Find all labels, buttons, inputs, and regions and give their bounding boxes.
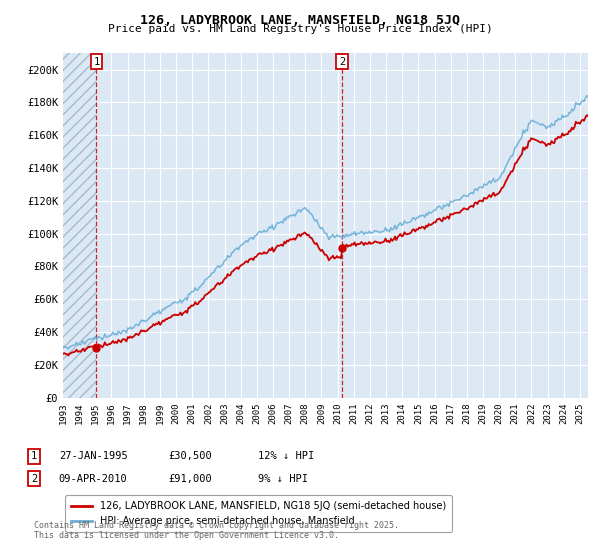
Legend: 126, LADYBROOK LANE, MANSFIELD, NG18 5JQ (semi-detached house), HPI: Average pri: 126, LADYBROOK LANE, MANSFIELD, NG18 5JQ… — [65, 496, 452, 532]
Text: 9% ↓ HPI: 9% ↓ HPI — [258, 474, 308, 484]
Text: £91,000: £91,000 — [168, 474, 212, 484]
Text: Contains HM Land Registry data © Crown copyright and database right 2025.
This d: Contains HM Land Registry data © Crown c… — [34, 521, 399, 540]
Text: 27-JAN-1995: 27-JAN-1995 — [59, 451, 128, 461]
Text: Price paid vs. HM Land Registry's House Price Index (HPI): Price paid vs. HM Land Registry's House … — [107, 24, 493, 34]
Text: 2: 2 — [31, 474, 37, 484]
Text: 09-APR-2010: 09-APR-2010 — [59, 474, 128, 484]
Text: 1: 1 — [94, 57, 100, 67]
Text: 2: 2 — [339, 57, 345, 67]
Text: 12% ↓ HPI: 12% ↓ HPI — [258, 451, 314, 461]
Text: 126, LADYBROOK LANE, MANSFIELD, NG18 5JQ: 126, LADYBROOK LANE, MANSFIELD, NG18 5JQ — [140, 14, 460, 27]
Text: £30,500: £30,500 — [168, 451, 212, 461]
Text: 1: 1 — [31, 451, 37, 461]
Bar — [63, 53, 97, 398]
